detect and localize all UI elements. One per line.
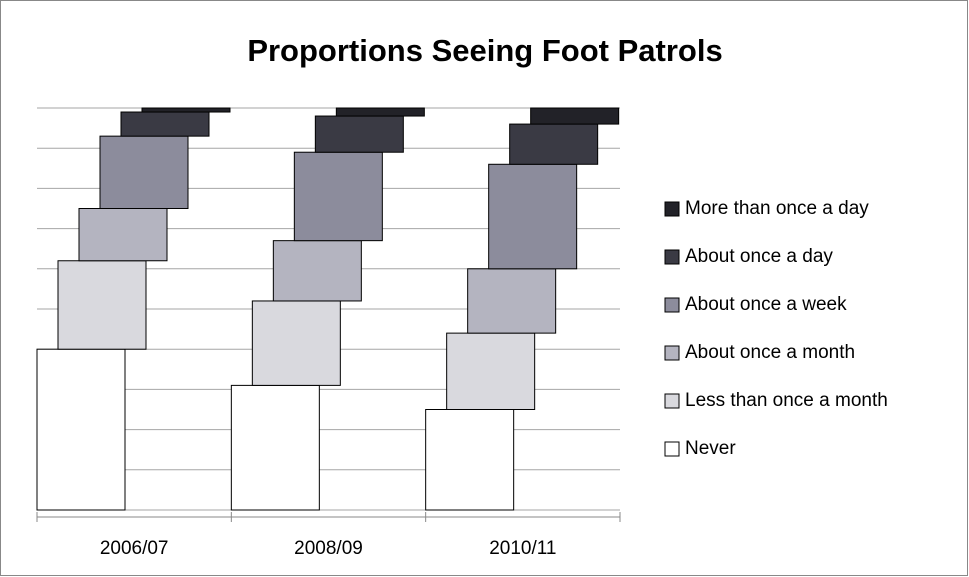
bar-segment	[120, 111, 210, 137]
legend-swatch	[664, 345, 680, 361]
legend-label: Less than once a month	[685, 390, 888, 411]
legend-swatch	[664, 441, 680, 457]
bar-segment	[530, 107, 620, 125]
bar-segment	[99, 135, 189, 209]
bar-segment	[488, 163, 578, 270]
legend-swatch	[664, 201, 680, 217]
x-tick-label: 2008/09	[294, 538, 363, 559]
bar-segment	[293, 151, 383, 242]
legend-label: About once a month	[685, 342, 855, 363]
legend-swatch	[664, 297, 680, 313]
bar-segment	[467, 268, 557, 334]
bar-segment	[57, 260, 147, 350]
bar-segment	[230, 384, 320, 511]
bar-segment	[446, 332, 536, 410]
bar-segment	[36, 348, 126, 511]
bar-segment	[251, 300, 341, 386]
bar-segment	[314, 115, 404, 153]
legend-swatch	[664, 249, 680, 265]
x-tick-label: 2010/11	[489, 538, 556, 559]
x-tick-label: 2006/07	[100, 538, 169, 559]
bar-segment	[78, 208, 168, 262]
chart-title: Proportions Seeing Foot Patrols	[247, 33, 722, 68]
bar-segment	[425, 409, 515, 511]
bar-segment	[335, 107, 425, 117]
legend-label: About once a week	[685, 294, 847, 315]
bar-segment	[509, 123, 599, 165]
bar-segment	[272, 240, 362, 302]
legend-label: Never	[685, 438, 736, 459]
legend-label: More than once a day	[685, 198, 869, 219]
bar-segment	[141, 107, 231, 113]
legend-swatch	[664, 393, 680, 409]
legend-label: About once a day	[685, 246, 833, 267]
